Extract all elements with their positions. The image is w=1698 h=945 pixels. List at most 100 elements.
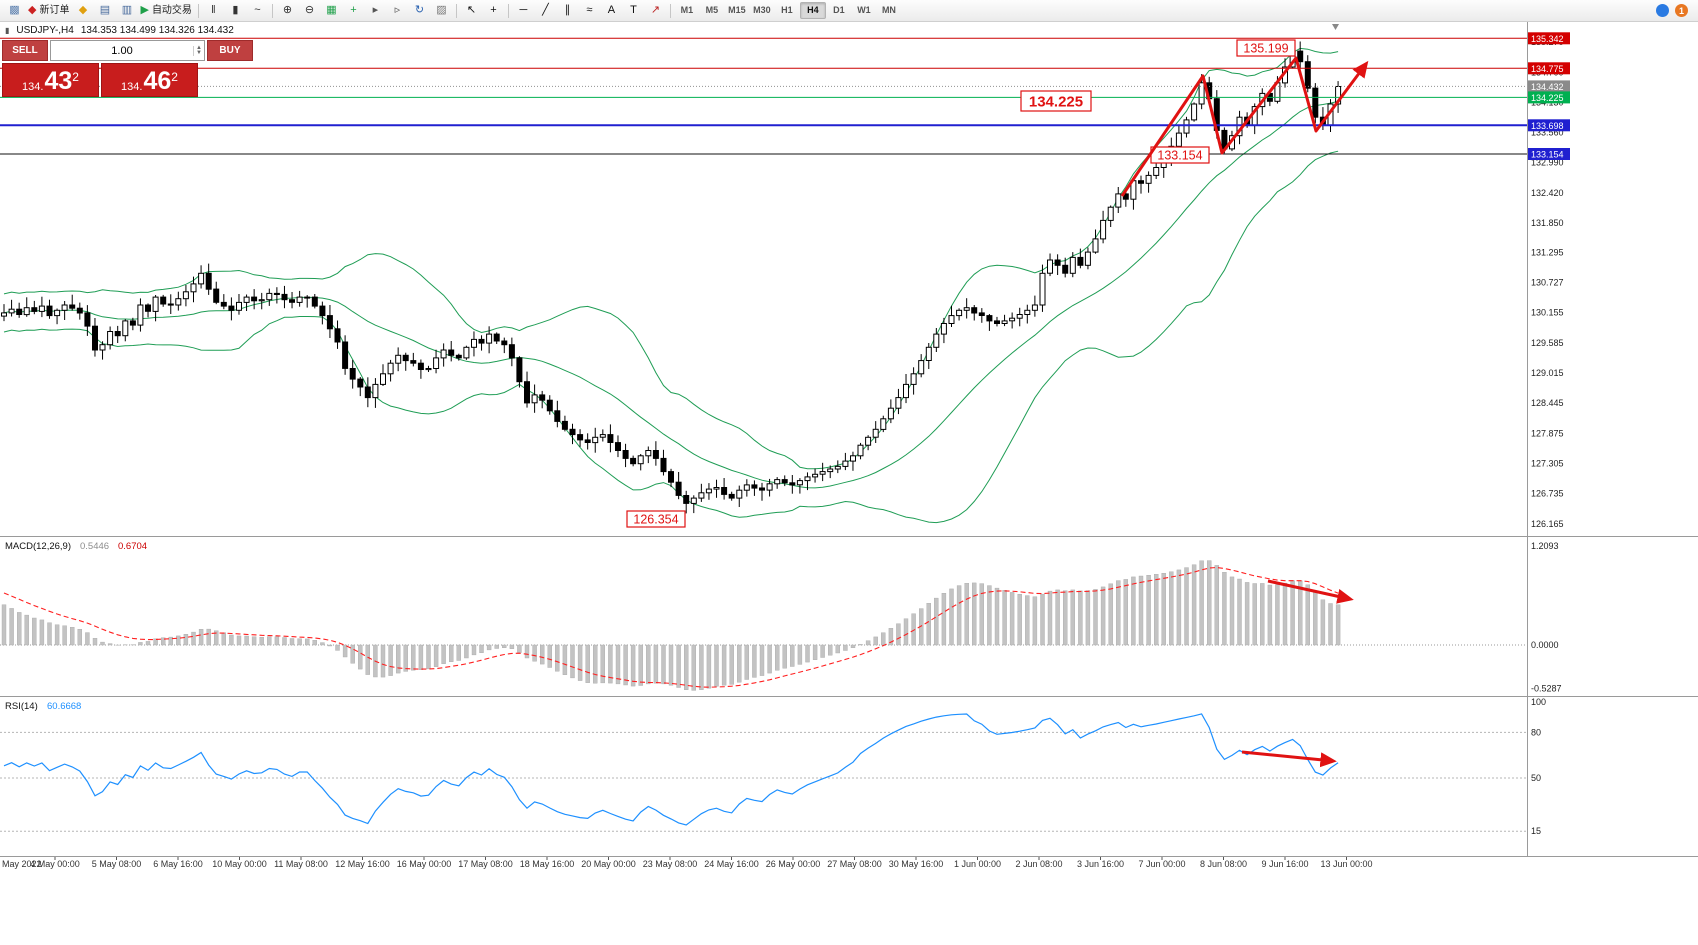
price-callout-126.354[interactable]: [626, 510, 686, 528]
volume-stepper[interactable]: ▲ ▼: [193, 44, 204, 56]
timeframe-m15-button[interactable]: M15: [728, 5, 746, 15]
text-tool-icon[interactable]: A: [601, 2, 622, 19]
new-order-button[interactable]: ◆ 新订单: [26, 2, 71, 19]
svg-text:MACD(12,26,9): MACD(12,26,9): [5, 541, 71, 552]
chart-canvas[interactable]: 135.270134.700134.130133.560132.990132.4…: [0, 21, 1698, 945]
svg-text:23 May 08:00: 23 May 08:00: [643, 859, 698, 869]
price-callout-134.225[interactable]: [1020, 90, 1092, 112]
svg-text:4 May 00:00: 4 May 00:00: [30, 859, 80, 869]
indicators-icon[interactable]: +: [343, 2, 364, 19]
horizontal-line-tool-icon[interactable]: ─: [513, 2, 534, 19]
price-box-133.698: [1528, 119, 1570, 132]
svg-text:1 Jun 00:00: 1 Jun 00:00: [954, 859, 1001, 869]
svg-text:128.445: 128.445: [1531, 398, 1564, 408]
community-icon[interactable]: [1656, 4, 1669, 17]
timeframe-mn-button[interactable]: MN: [881, 5, 896, 15]
market-watch-icon[interactable]: ▤: [94, 2, 115, 19]
svg-text:100: 100: [1531, 697, 1546, 707]
svg-text:17 May 08:00: 17 May 08:00: [458, 859, 513, 869]
scale-layer: 135.270134.700134.130133.560132.990132.4…: [5, 32, 1570, 836]
buy-button[interactable]: BUY: [206, 40, 253, 61]
crosshair-icon[interactable]: +: [483, 2, 504, 19]
timeframe-h4-button[interactable]: H4: [799, 2, 826, 19]
svg-text:24 May 16:00: 24 May 16:00: [704, 859, 759, 869]
volume-input[interactable]: [51, 44, 193, 57]
timeframe-m30-button[interactable]: M30: [753, 5, 771, 15]
crosshair-icon: +: [490, 4, 497, 16]
new-chart-icon: ▩: [9, 4, 20, 16]
zoom-in-icon[interactable]: ⊕: [277, 2, 298, 19]
svg-text:126.165: 126.165: [1531, 519, 1564, 529]
svg-text:15: 15: [1531, 826, 1541, 836]
toolbar-separator: [197, 3, 199, 18]
chart-shift-marker[interactable]: [1332, 24, 1339, 30]
candlestick-chart-icon[interactable]: ▮: [225, 2, 246, 19]
sell-button[interactable]: SELL: [2, 40, 48, 61]
chart-shift-icon[interactable]: ▹: [387, 2, 408, 19]
data-window-icon[interactable]: ▥: [116, 2, 137, 19]
volume-down-icon[interactable]: ▼: [196, 49, 202, 56]
chart-window[interactable]: 135.270134.700134.130133.560132.990132.4…: [0, 21, 1698, 945]
auto-scroll-icon[interactable]: ▸: [365, 2, 386, 19]
svg-text:134.225: 134.225: [1531, 93, 1564, 103]
sell-price-panel[interactable]: 134. 43 2: [2, 63, 99, 97]
arrows-tool-icon: ↗: [650, 4, 661, 16]
trend-zigzag-arrow[interactable]: [1120, 56, 1369, 197]
auto-scroll-icon: ▸: [372, 4, 379, 16]
svg-text:18 May 16:00: 18 May 16:00: [520, 859, 575, 869]
svg-text:0.0000: 0.0000: [1531, 640, 1559, 650]
toolbar-separator: [669, 3, 671, 18]
sell-price-prefix: 134.: [22, 81, 44, 93]
cycles-icon[interactable]: ↻: [409, 2, 430, 19]
templates-icon[interactable]: ▨: [431, 2, 452, 19]
channel-tool-icon: ∥: [564, 4, 571, 16]
timeframe-d1-button[interactable]: D1: [833, 5, 845, 15]
svg-text:6 May 16:00: 6 May 16:00: [153, 859, 203, 869]
buy-price-panel[interactable]: 134. 46 2: [101, 63, 198, 97]
volume-up-icon[interactable]: ▲: [196, 44, 202, 51]
svg-text:133.154: 133.154: [1157, 149, 1202, 163]
zoom-in-icon: ⊕: [282, 4, 293, 16]
timeframe-m1-button[interactable]: M1: [680, 5, 694, 15]
price-box-135.342: [1528, 32, 1570, 45]
zoom-out-icon[interactable]: ⊖: [299, 2, 320, 19]
timeframe-w1-button[interactable]: W1: [857, 5, 871, 15]
bollinger-lower-band: [3, 150, 1339, 524]
autotrading-wizard-icon[interactable]: ◆: [72, 2, 93, 19]
notifications-badge[interactable]: 1: [1675, 4, 1688, 17]
indicator-arrow-1[interactable]: [1267, 579, 1354, 604]
tile-windows-icon[interactable]: ▦: [321, 2, 342, 19]
new-chart-icon[interactable]: ▩: [4, 2, 25, 19]
auto-trading-button[interactable]: ▶ 自动交易: [138, 2, 193, 19]
svg-text:13 Jun 00:00: 13 Jun 00:00: [1320, 859, 1372, 869]
buy-price-prefix: 134.: [121, 81, 143, 93]
trendline-tool-icon[interactable]: ╱: [535, 2, 556, 19]
fibonacci-tool-icon: ≈: [586, 4, 593, 16]
svg-text:134.225: 134.225: [1029, 93, 1083, 110]
chart-shift-icon: ▹: [394, 4, 401, 16]
ann-layer[interactable]: 135.199 134.225 133.154 126.354: [626, 39, 1369, 768]
label-tool-icon[interactable]: T: [623, 2, 644, 19]
svg-text:8 Jun 08:00: 8 Jun 08:00: [1200, 859, 1247, 869]
bollinger-upper-band: [3, 47, 1339, 470]
price-callout-135.199[interactable]: [1236, 39, 1296, 57]
svg-text:16 May 00:00: 16 May 00:00: [397, 859, 452, 869]
sell-price-sup: 2: [72, 70, 79, 84]
svg-text:80: 80: [1531, 727, 1541, 737]
timeframe-h1-button[interactable]: H1: [781, 5, 793, 15]
indicators-icon: +: [350, 4, 357, 16]
rsi-line: [3, 713, 1339, 826]
svg-text:131.295: 131.295: [1531, 247, 1564, 257]
indicator-arrow-2[interactable]: [1241, 750, 1337, 768]
svg-text:126.354: 126.354: [633, 513, 678, 527]
svg-text:27 May 08:00: 27 May 08:00: [827, 859, 882, 869]
sell-price-big: 43: [44, 67, 73, 95]
line-chart-icon[interactable]: ~: [247, 2, 268, 19]
channel-tool-icon[interactable]: ∥: [557, 2, 578, 19]
timeframe-m5-button[interactable]: M5: [705, 5, 719, 15]
bar-chart-icon[interactable]: ‖: [203, 2, 224, 19]
arrows-tool-icon[interactable]: ↗: [645, 2, 666, 19]
svg-text:133.560: 133.560: [1531, 128, 1564, 138]
cursor-icon[interactable]: ↖: [461, 2, 482, 19]
fibonacci-tool-icon[interactable]: ≈: [579, 2, 600, 19]
